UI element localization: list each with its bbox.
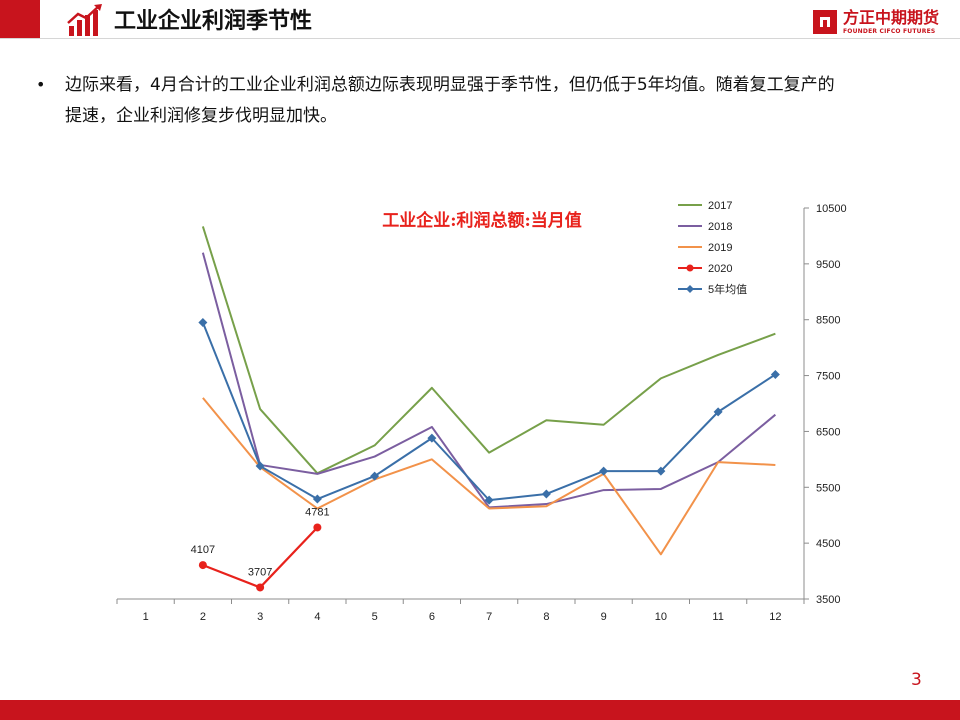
y-tick-label: 7500 (816, 371, 840, 383)
data-point (713, 407, 723, 417)
legend-marker (686, 264, 694, 272)
data-label: 4781 (305, 506, 329, 518)
series-line-5年均值 (201, 322, 776, 502)
data-point (656, 466, 666, 476)
series-2020: 4107 3707 4781 (191, 506, 330, 592)
series-5年均值 (198, 318, 780, 505)
data-point (255, 461, 265, 471)
data-point (770, 369, 780, 379)
x-tick-label: 12 (769, 611, 781, 623)
data-point (313, 523, 322, 532)
data-label: 4107 (191, 544, 215, 556)
y-tick-label: 10500 (816, 203, 847, 215)
x-tick-label: 3 (257, 611, 263, 623)
legend-item: 5年均值 (678, 282, 747, 296)
legend-label: 2020 (708, 263, 732, 275)
series-2019 (202, 397, 776, 556)
footer-accent-bar (0, 700, 960, 720)
legend-label: 2017 (708, 200, 732, 212)
legend-item: 2018 (678, 221, 732, 233)
chart-series: 4107 3707 4781 (191, 226, 780, 592)
chart-axes: 1 2 3 4 5 6 7 8 9 10 11 123500450055006500750085009… (116, 203, 847, 623)
header-divider (0, 38, 960, 39)
y-tick-label: 4500 (816, 538, 840, 550)
data-point (541, 489, 551, 499)
brand-name: 方正中期期货 (843, 8, 940, 27)
y-tick-label: 8500 (816, 315, 840, 327)
x-tick-label: 1 (143, 611, 149, 623)
data-point (198, 318, 208, 328)
data-point (427, 433, 437, 443)
legend-item: 2020 (678, 263, 732, 275)
x-tick-label: 4 (314, 611, 320, 623)
series-line-2019 (202, 397, 776, 556)
y-tick-label: 6500 (816, 426, 840, 438)
x-tick-label: 5 (372, 611, 378, 623)
y-tick-label: 9500 (816, 259, 840, 271)
bullet-marker: • (36, 75, 46, 94)
chart-legend: 2017 2018 2019 2020 5年均值 (678, 200, 747, 296)
legend-marker (686, 285, 694, 293)
x-tick-label: 11 (712, 611, 723, 623)
x-tick-label: 9 (601, 611, 607, 623)
series-2017 (201, 226, 776, 475)
bullet-line-2: 提速，企业利润修复步伐明显加快。 (65, 106, 337, 126)
y-tick-label: 3500 (816, 594, 840, 606)
bullet-line-1: 边际来看，4月合计的工业企业利润总额边际表现明显强于季节性，但仍低于5年均值。随… (65, 75, 835, 95)
brand-subtitle: FOUNDER CIFCO FUTURES (843, 28, 936, 35)
data-point (256, 583, 265, 592)
data-point (198, 561, 207, 570)
legend-label: 5年均值 (708, 282, 747, 296)
page-title: 工业企业利润季节性 (114, 9, 313, 34)
legend-item: 2019 (678, 242, 732, 254)
data-label: 3707 (248, 566, 272, 578)
data-point (599, 466, 609, 476)
data-point (312, 494, 322, 504)
data-point (370, 471, 380, 481)
brand-block: 方正中期期货 FOUNDER CIFCO FUTURES (812, 8, 944, 38)
y-tick-label: 5500 (816, 482, 840, 494)
founder-logo-icon (813, 10, 837, 34)
header-accent-bar (0, 0, 40, 38)
data-point (484, 495, 494, 505)
x-tick-label: 7 (486, 611, 492, 623)
legend-label: 2019 (708, 242, 732, 254)
legend-item: 2017 (678, 200, 732, 212)
x-tick-label: 6 (429, 611, 435, 623)
page-number: 3 (911, 670, 922, 690)
legend-label: 2018 (708, 221, 732, 233)
x-tick-label: 8 (543, 611, 549, 623)
rising-bar-chart-icon (67, 4, 102, 36)
x-tick-label: 2 (200, 611, 206, 623)
bullet-paragraph: 边际来看，4月合计的工业企业利润总额边际表现明显强于季节性，但仍低于5年均值。随… (65, 70, 925, 132)
x-tick-label: 10 (655, 611, 667, 623)
series-line-2017 (201, 226, 776, 475)
chart-title: 工业企业:利润总额:当月值 (382, 210, 582, 231)
